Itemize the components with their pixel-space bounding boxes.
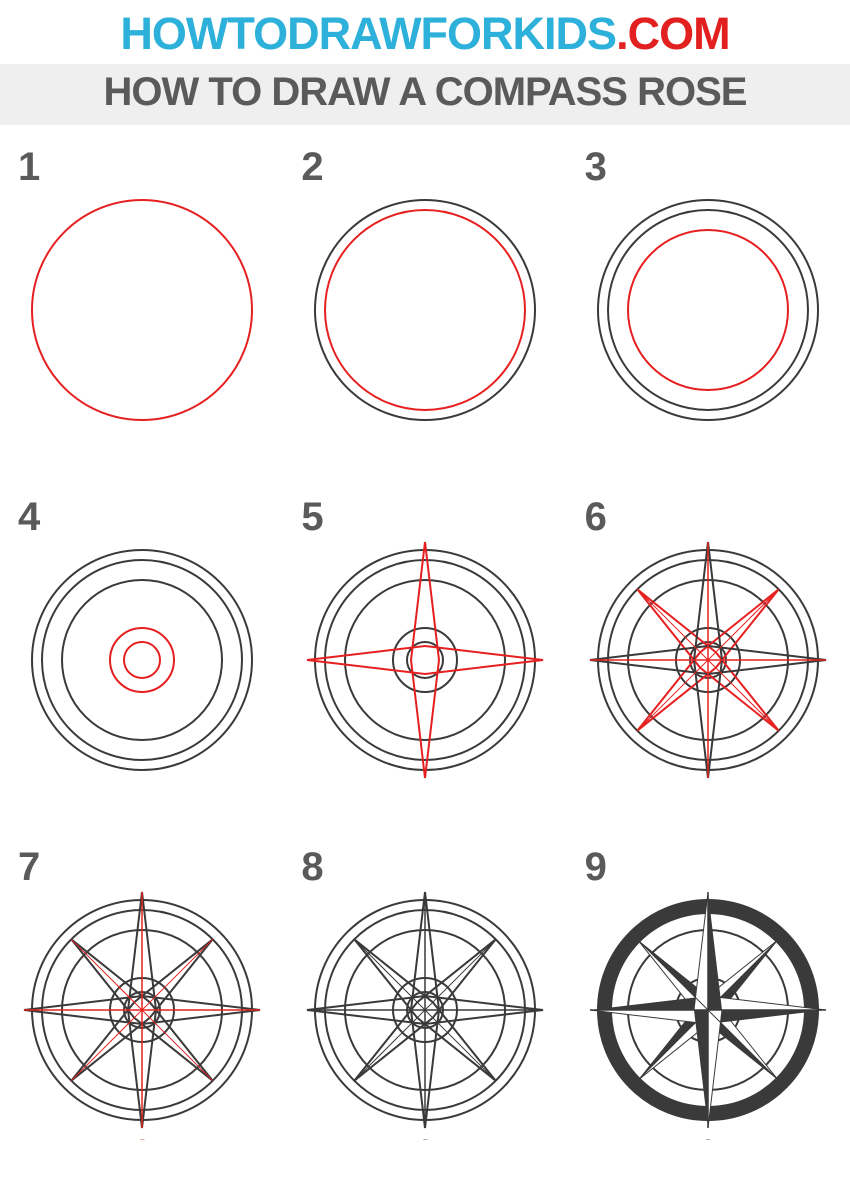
svg-text:S: S	[704, 1137, 713, 1140]
step-cell-4: 4	[0, 485, 283, 835]
step-number: 9	[585, 845, 607, 890]
svg-text:N: N	[419, 880, 431, 884]
compass-diagram	[578, 180, 838, 440]
compass-diagram: NESW	[295, 880, 555, 1140]
step-number: 3	[585, 145, 607, 190]
compass-diagram	[295, 530, 555, 790]
step-cell-6: 6	[567, 485, 850, 835]
compass-diagram	[295, 180, 555, 440]
step-number: 6	[585, 495, 607, 540]
svg-text:W: W	[295, 1002, 296, 1019]
svg-text:W: W	[12, 1002, 13, 1019]
compass-diagram: NESW	[578, 880, 838, 1140]
step-number: 7	[18, 845, 40, 890]
svg-text:N: N	[136, 880, 148, 884]
step-cell-3: 3	[567, 135, 850, 485]
svg-text:S: S	[421, 1137, 430, 1140]
svg-text:N: N	[703, 880, 715, 884]
compass-diagram: NESW	[12, 880, 272, 1140]
step-cell-5: 5	[283, 485, 566, 835]
steps-grid: 1234567NESW8NESW9NESW	[0, 125, 850, 1185]
step-cell-1: 1	[0, 135, 283, 485]
page-title: HOW TO DRAW A COMPASS ROSE	[0, 64, 850, 125]
step-number: 2	[301, 145, 323, 190]
site-title-blue: HOWTODRAWFORKIDS	[120, 8, 616, 59]
step-cell-2: 2	[283, 135, 566, 485]
step-number: 5	[301, 495, 323, 540]
step-cell-9: 9NESW	[567, 835, 850, 1185]
step-number: 4	[18, 495, 40, 540]
svg-text:W: W	[578, 1002, 579, 1019]
site-title-red: .COM	[616, 8, 730, 59]
step-number: 8	[301, 845, 323, 890]
step-cell-8: 8NESW	[283, 835, 566, 1185]
step-number: 1	[18, 145, 40, 190]
site-title: HOWTODRAWFORKIDS.COM	[0, 0, 850, 60]
compass-diagram	[578, 530, 838, 790]
svg-text:S: S	[137, 1137, 146, 1140]
step-cell-7: 7NESW	[0, 835, 283, 1185]
compass-diagram	[12, 180, 272, 440]
compass-diagram	[12, 530, 272, 790]
